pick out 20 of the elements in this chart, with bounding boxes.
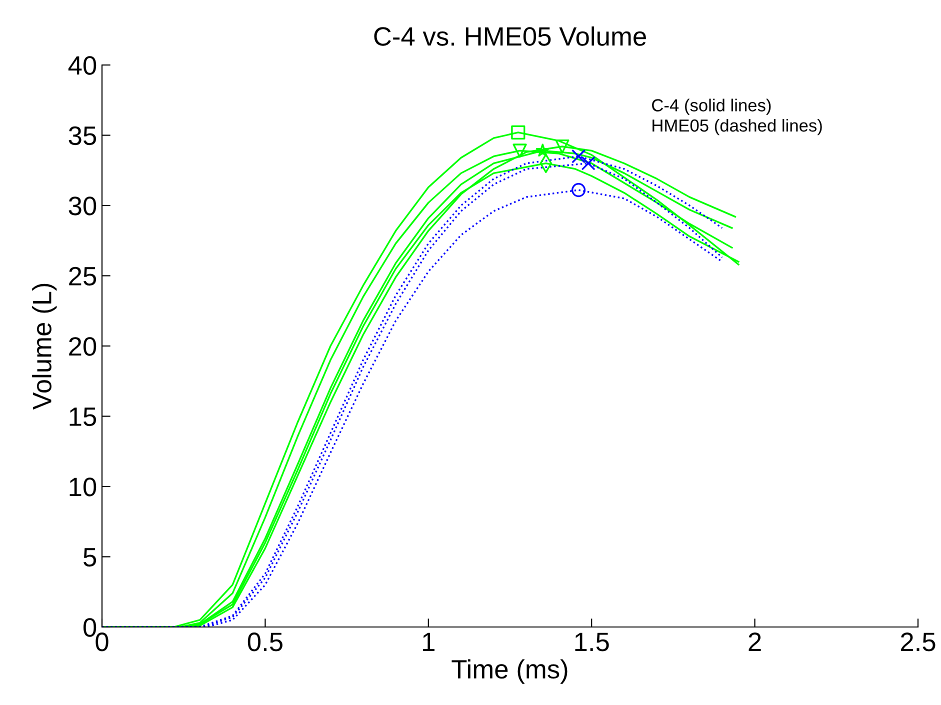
x-tick-label: 2 <box>748 632 761 651</box>
y-axis-title: Volume (L) <box>32 284 57 410</box>
y-tick-label: 0 <box>83 618 96 637</box>
y-tick-label: 25 <box>69 266 96 286</box>
x-tick-label: 1 <box>423 632 434 651</box>
y-tick-label: 35 <box>68 126 96 146</box>
x-tick-label: 1.5 <box>575 632 609 652</box>
chart-title: C-4 vs. HME05 Volume <box>374 26 646 46</box>
y-tick-label: 15 <box>70 408 96 426</box>
x-tick-label: 2.5 <box>900 632 936 652</box>
annotation: HME05 (dashed lines) <box>652 118 822 136</box>
x-tick-label: 0.5 <box>248 632 282 652</box>
y-tick-label: 30 <box>68 196 96 216</box>
x-tick-label: 0 <box>96 632 108 652</box>
y-tick-label: 5 <box>84 548 96 567</box>
y-tick-label: 10 <box>70 478 96 496</box>
annotation: C-4 (solid lines) <box>652 98 771 115</box>
x-axis-title: Time (ms) <box>452 659 568 684</box>
y-tick-label: 20 <box>69 337 96 356</box>
y-tick-label: 40 <box>68 56 96 75</box>
